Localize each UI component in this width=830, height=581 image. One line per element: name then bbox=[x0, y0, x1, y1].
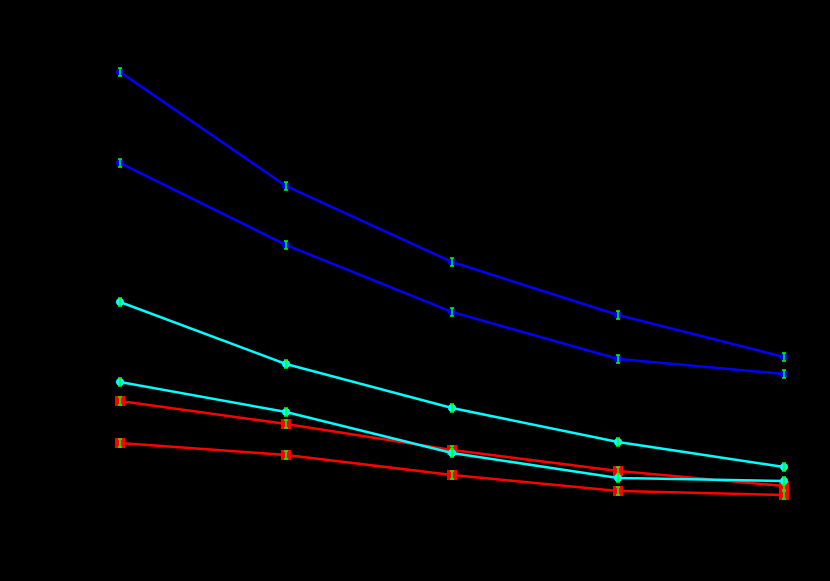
error-bar bbox=[118, 377, 122, 387]
error-bar bbox=[616, 473, 620, 483]
error-bar bbox=[450, 448, 454, 458]
error-bar bbox=[450, 307, 454, 317]
error-bar bbox=[118, 396, 122, 406]
error-bar bbox=[284, 359, 288, 369]
error-bar bbox=[118, 297, 122, 307]
series-blue-upper bbox=[116, 67, 788, 362]
error-bar bbox=[616, 354, 620, 364]
error-bar bbox=[782, 369, 786, 379]
series-cyan-lower bbox=[116, 377, 788, 486]
series-cyan-upper bbox=[116, 297, 788, 472]
error-bar bbox=[284, 181, 288, 191]
series-layer bbox=[115, 67, 789, 500]
error-bar bbox=[450, 470, 454, 480]
series-red-lower bbox=[115, 438, 789, 500]
error-bar bbox=[450, 403, 454, 413]
error-bar bbox=[782, 490, 786, 500]
error-bar bbox=[118, 67, 122, 77]
error-bar bbox=[616, 310, 620, 320]
error-bar bbox=[118, 438, 122, 448]
error-bar bbox=[284, 419, 288, 429]
error-bar bbox=[616, 437, 620, 447]
error-bar bbox=[616, 486, 620, 496]
error-bar bbox=[284, 407, 288, 417]
error-bar bbox=[782, 462, 786, 472]
error-bar bbox=[450, 257, 454, 267]
series-blue-lower bbox=[116, 158, 788, 379]
error-bar bbox=[782, 476, 786, 486]
error-bar bbox=[284, 240, 288, 250]
error-bar bbox=[782, 352, 786, 362]
error-bar bbox=[118, 158, 122, 168]
error-bar bbox=[284, 450, 288, 460]
